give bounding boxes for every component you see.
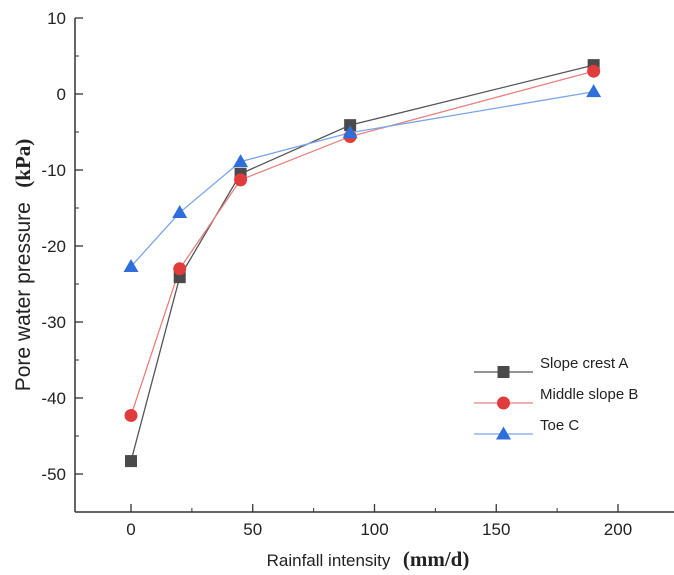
plot-lines xyxy=(130,64,594,462)
legend-marker xyxy=(497,366,510,378)
data-point-series-3 xyxy=(123,258,139,272)
series-line-2 xyxy=(130,70,594,416)
y-tick-label: -50 xyxy=(41,465,66,484)
axes xyxy=(74,18,674,513)
series-line-1 xyxy=(130,64,594,462)
x-axis-title: Rainfall intensity (mm/d) xyxy=(267,547,470,571)
legend-label: Slope crest A xyxy=(540,355,628,372)
data-point-series-3 xyxy=(172,205,188,219)
y-axis-title: Pore water pressure (kPa) xyxy=(11,139,35,392)
plot-markers xyxy=(123,59,602,468)
data-point-series-2 xyxy=(173,262,187,276)
y-tick-label: 0 xyxy=(57,85,66,104)
y-tick-label: -30 xyxy=(41,313,66,332)
data-point-series-1 xyxy=(344,119,357,132)
x-tick-label: 150 xyxy=(482,520,510,539)
data-point-series-3 xyxy=(342,125,358,139)
x-axis-label: Rainfall intensity xyxy=(267,551,391,570)
legend-marker xyxy=(497,396,510,410)
y-axis-unit: (kPa) xyxy=(11,139,35,188)
x-tick-label: 50 xyxy=(243,520,262,539)
y-tick-label: -40 xyxy=(41,389,66,408)
legend: Slope crest A Middle slope B Toe C xyxy=(474,355,638,440)
data-point-series-2 xyxy=(587,64,601,78)
data-point-series-2 xyxy=(124,408,138,422)
data-point-series-1 xyxy=(125,455,138,468)
data-point-series-3 xyxy=(233,154,249,168)
series-line-3 xyxy=(130,91,594,267)
y-tick-label: -10 xyxy=(41,161,66,180)
legend-label: Toe C xyxy=(540,417,579,434)
y-axis-label: Pore water pressure xyxy=(12,202,35,391)
y-tick-label: -20 xyxy=(41,237,66,256)
x-tick-label: 0 xyxy=(126,520,135,539)
x-axis-unit: (mm/d) xyxy=(403,547,470,571)
x-tick-label: 200 xyxy=(604,520,632,539)
y-tick-label: 10 xyxy=(47,9,66,28)
x-ticks: 0 50 100 150 200 xyxy=(126,504,632,539)
data-point-series-3 xyxy=(586,84,602,98)
y-ticks: 10 0 -10 -20 -30 -40 -50 xyxy=(41,9,83,513)
legend-marker xyxy=(496,426,511,440)
x-tick-label: 100 xyxy=(360,520,388,539)
legend-label: Middle slope B xyxy=(540,386,638,403)
data-point-series-2 xyxy=(234,173,248,187)
